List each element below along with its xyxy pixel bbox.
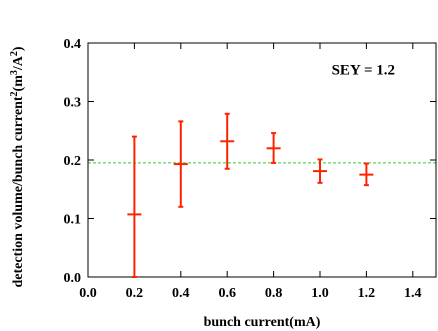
data-point <box>220 112 235 170</box>
data-layer <box>127 112 374 278</box>
sey-annotation: SEY = 1.2 <box>332 62 395 78</box>
x-tick-label: 0.4 <box>172 286 190 301</box>
y-axis-title-sup: 2 <box>9 91 20 96</box>
data-point <box>173 120 188 208</box>
y-tick-label: 0.2 <box>64 154 82 169</box>
data-point <box>313 158 327 184</box>
x-tick-label: 0.0 <box>79 286 97 301</box>
data-point <box>359 162 374 187</box>
data-point <box>127 135 142 278</box>
y-tick-label: 0.1 <box>64 213 82 228</box>
x-tick-label: 1.0 <box>311 286 329 301</box>
y-tick-label: 0.4 <box>64 37 82 52</box>
ticks-layer: 0.0 0.2 0.4 0.6 0.8 1.0 1.2 1.4 0.0 0.1 0.2 0.3 0.4 <box>64 37 436 301</box>
y-axis-title-sup: 2 <box>9 51 20 56</box>
y-tick-label: 0.0 <box>64 271 82 286</box>
x-tick-label: 1.4 <box>404 286 422 301</box>
x-axis-title: bunch current(mA) <box>204 315 321 330</box>
data-point <box>266 132 281 164</box>
y-axis-title-part: detection volume/bunch current <box>11 96 26 287</box>
y-axis-title: detection volume/bunch current2(m3/A2) <box>9 46 27 287</box>
y-axis-title-part: (m <box>11 75 26 92</box>
y-axis-title-part: /A <box>11 55 26 71</box>
x-tick-label: 0.8 <box>265 286 283 301</box>
y-axis-title-sup: 3 <box>9 70 20 75</box>
x-tick-label: 1.2 <box>358 286 376 301</box>
y-axis-title-part: ) <box>11 46 26 51</box>
x-tick-label: 0.6 <box>218 286 236 301</box>
x-tick-label: 0.2 <box>126 286 144 301</box>
y-tick-label: 0.3 <box>64 96 82 111</box>
